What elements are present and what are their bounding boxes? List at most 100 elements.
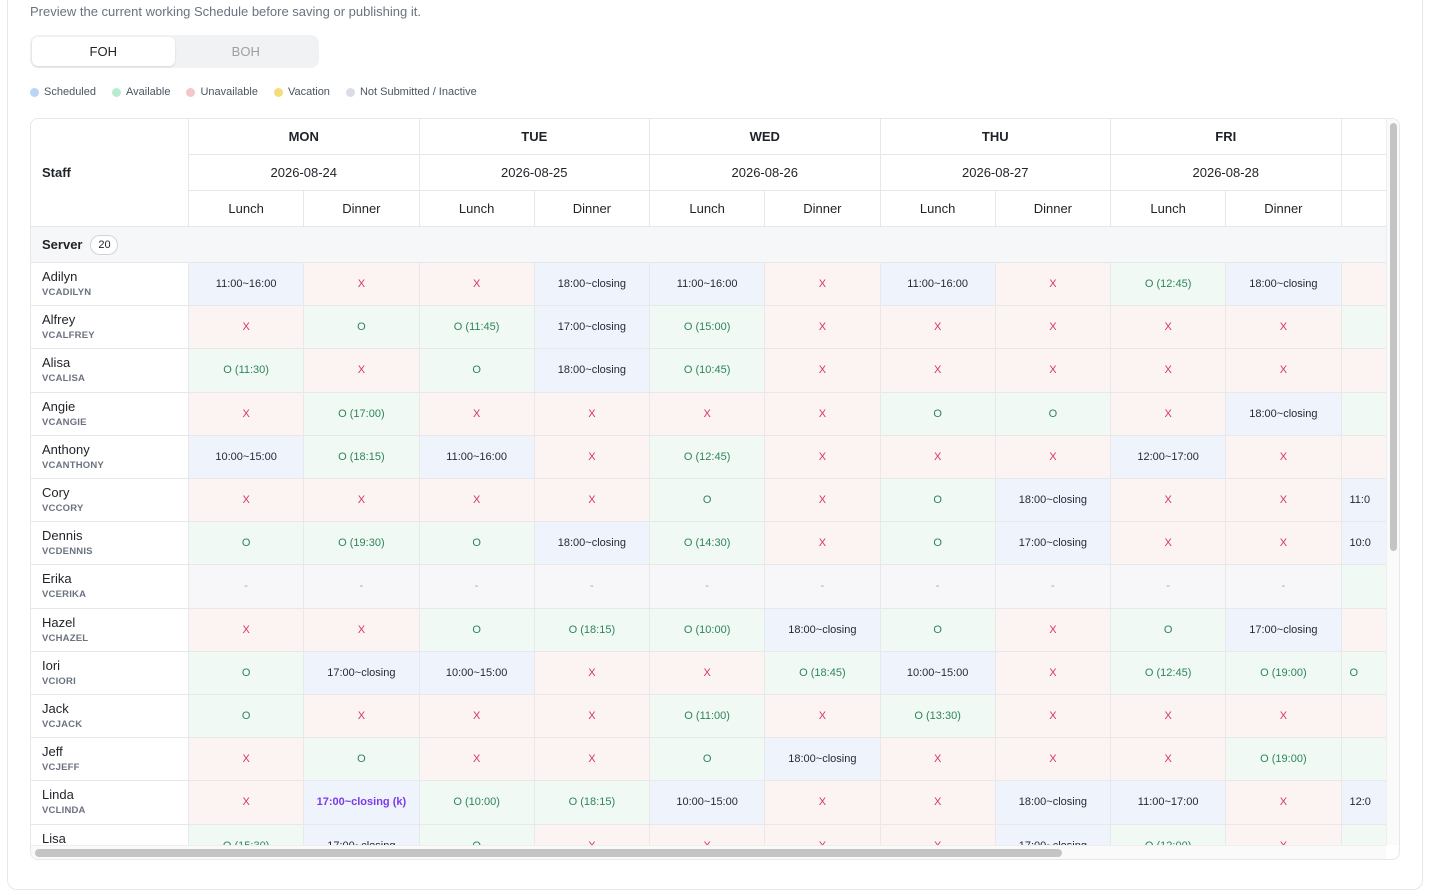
shift-cell[interactable]: O (15:00) xyxy=(650,306,766,350)
shift-cell[interactable]: O xyxy=(880,479,996,523)
shift-cell[interactable]: X xyxy=(1226,306,1342,350)
shift-cell[interactable]: X xyxy=(189,738,305,782)
shift-cell[interactable]: 11:00~16:00 xyxy=(650,263,766,307)
shift-cell[interactable]: O (13:30) xyxy=(880,695,996,739)
shift-cell[interactable]: O (18:45) xyxy=(765,651,881,695)
shift-cell[interactable]: O xyxy=(1341,651,1386,695)
vertical-scrollbar[interactable] xyxy=(1386,119,1399,845)
shift-cell[interactable]: O xyxy=(419,349,535,393)
shift-cell[interactable]: 11:00~16:00 xyxy=(189,263,305,307)
shift-cell[interactable]: X xyxy=(189,479,305,523)
shift-cell[interactable] xyxy=(1341,263,1386,307)
shift-cell[interactable]: X xyxy=(995,738,1111,782)
shift-cell[interactable]: X xyxy=(650,651,766,695)
shift-cell[interactable]: - xyxy=(765,565,881,609)
shift-cell[interactable]: O xyxy=(1111,608,1227,652)
shift-cell[interactable]: X xyxy=(1111,306,1227,350)
shift-cell[interactable]: X xyxy=(534,738,650,782)
shift-cell[interactable]: X xyxy=(304,479,420,523)
shift-cell[interactable]: O (11:00) xyxy=(650,695,766,739)
horizontal-scrollbar[interactable] xyxy=(31,845,1386,859)
shift-cell[interactable]: X xyxy=(765,435,881,479)
shift-cell[interactable]: X xyxy=(1111,695,1227,739)
shift-cell[interactable] xyxy=(1341,695,1386,739)
shift-cell[interactable]: X xyxy=(995,608,1111,652)
shift-cell[interactable]: 18:00~closing xyxy=(995,781,1111,825)
shift-cell[interactable]: 18:00~closing xyxy=(534,263,650,307)
shift-cell[interactable]: X xyxy=(304,608,420,652)
shift-cell[interactable]: X xyxy=(189,392,305,436)
shift-cell[interactable]: O (12:45) xyxy=(1111,651,1227,695)
shift-cell[interactable] xyxy=(1341,565,1386,609)
shift-cell[interactable]: X xyxy=(189,306,305,350)
shift-cell[interactable]: 11:00~16:00 xyxy=(419,435,535,479)
shift-cell[interactable]: X xyxy=(765,824,881,845)
shift-cell[interactable]: 11:00~16:00 xyxy=(880,263,996,307)
shift-cell[interactable]: X xyxy=(419,738,535,782)
shift-cell[interactable]: X xyxy=(1111,479,1227,523)
shift-cell[interactable]: - xyxy=(1226,565,1342,609)
shift-cell[interactable] xyxy=(1341,824,1386,845)
shift-cell[interactable]: X xyxy=(534,479,650,523)
shift-cell[interactable] xyxy=(1341,608,1386,652)
tab-foh[interactable]: FOH xyxy=(32,37,175,66)
shift-cell[interactable]: X xyxy=(880,824,996,845)
shift-cell[interactable]: X xyxy=(1226,435,1342,479)
shift-cell[interactable]: X xyxy=(765,349,881,393)
shift-cell[interactable]: O xyxy=(650,479,766,523)
shift-cell[interactable]: O (10:00) xyxy=(650,608,766,652)
shift-cell[interactable]: O (12:45) xyxy=(650,435,766,479)
shift-cell[interactable]: 17:00~closing xyxy=(304,651,420,695)
shift-cell[interactable]: - xyxy=(1111,565,1227,609)
shift-cell[interactable]: X xyxy=(650,824,766,845)
shift-cell[interactable]: X xyxy=(765,781,881,825)
shift-cell[interactable]: X xyxy=(534,392,650,436)
shift-cell[interactable]: 11:0 xyxy=(1341,479,1386,523)
shift-cell[interactable]: O xyxy=(189,695,305,739)
shift-cell[interactable]: O xyxy=(880,522,996,566)
shift-cell[interactable]: X xyxy=(1226,781,1342,825)
shift-cell[interactable]: X xyxy=(419,695,535,739)
shift-cell[interactable]: X xyxy=(189,781,305,825)
shift-cell[interactable]: O xyxy=(419,522,535,566)
tab-boh[interactable]: BOH xyxy=(231,44,260,59)
shift-cell[interactable]: O xyxy=(189,651,305,695)
shift-cell[interactable]: O (12:45) xyxy=(1111,263,1227,307)
shift-cell[interactable]: O xyxy=(995,392,1111,436)
shift-cell[interactable] xyxy=(1341,392,1386,436)
shift-cell[interactable]: O (19:00) xyxy=(1226,651,1342,695)
shift-cell[interactable] xyxy=(1341,738,1386,782)
shift-cell[interactable]: X xyxy=(765,479,881,523)
shift-cell[interactable]: X xyxy=(995,651,1111,695)
shift-cell[interactable]: O xyxy=(189,522,305,566)
shift-cell[interactable]: X xyxy=(1111,392,1227,436)
shift-cell[interactable]: O (12:00) xyxy=(1111,824,1227,845)
shift-cell[interactable]: X xyxy=(1226,824,1342,845)
shift-cell[interactable]: 18:00~closing xyxy=(534,349,650,393)
shift-cell[interactable]: 12:0 xyxy=(1341,781,1386,825)
shift-cell[interactable]: X xyxy=(765,522,881,566)
shift-cell[interactable]: 17:00~closing xyxy=(995,522,1111,566)
shift-cell[interactable]: X xyxy=(880,781,996,825)
shift-cell[interactable]: 18:00~closing xyxy=(1226,392,1342,436)
shift-cell[interactable]: - xyxy=(304,565,420,609)
shift-cell[interactable]: 18:00~closing xyxy=(995,479,1111,523)
shift-cell[interactable]: X xyxy=(1111,522,1227,566)
shift-cell[interactable]: O (19:30) xyxy=(304,522,420,566)
shift-cell[interactable]: X xyxy=(534,824,650,845)
shift-cell[interactable]: X xyxy=(534,695,650,739)
shift-cell[interactable] xyxy=(1341,435,1386,479)
shift-cell[interactable]: 18:00~closing xyxy=(765,608,881,652)
shift-cell[interactable]: X xyxy=(995,695,1111,739)
shift-cell[interactable]: 12:00~17:00 xyxy=(1111,435,1227,479)
shift-cell[interactable]: X xyxy=(534,651,650,695)
shift-cell[interactable]: X xyxy=(1226,522,1342,566)
shift-cell[interactable]: X xyxy=(1226,479,1342,523)
shift-cell[interactable]: X xyxy=(650,392,766,436)
shift-cell[interactable]: 17:00~closing xyxy=(534,306,650,350)
shift-cell[interactable]: O xyxy=(304,738,420,782)
shift-cell[interactable]: O xyxy=(419,608,535,652)
shift-cell[interactable]: 18:00~closing xyxy=(1226,263,1342,307)
shift-cell[interactable]: X xyxy=(765,263,881,307)
shift-cell[interactable]: O (19:00) xyxy=(1226,738,1342,782)
